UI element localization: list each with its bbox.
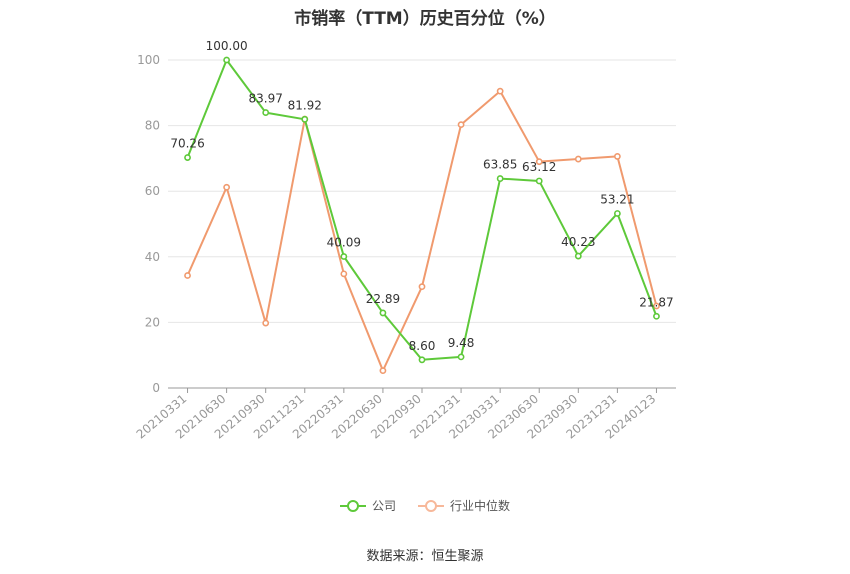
data-label: 21.87 [639, 295, 673, 309]
y-tick-label: 100 [137, 53, 160, 67]
data-labels: 70.26 100.00 83.97 81.92 40.09 22.89 8.60 9.48 6… [170, 39, 673, 353]
data-point-industry-median [613, 153, 621, 160]
data-point-company [340, 253, 348, 260]
data-label: 8.60 [409, 339, 436, 353]
data-point-industry-median [574, 155, 582, 163]
y-tick-label: 80 [145, 119, 160, 133]
legend: 公司 行业中位数 [0, 497, 850, 514]
data-point-industry-median [418, 283, 426, 291]
data-point-company [496, 175, 504, 182]
data-point-industry-median [262, 319, 270, 327]
data-label: 40.09 [327, 236, 361, 250]
data-point-industry-median [379, 367, 387, 375]
data-point-industry-median [535, 158, 543, 166]
data-label: 22.89 [366, 292, 400, 306]
data-point-industry-median [223, 183, 231, 191]
data-point-company [574, 252, 582, 260]
data-point-company [262, 109, 270, 116]
series-layer [184, 56, 660, 375]
data-label: 40.23 [561, 235, 595, 249]
data-label: 100.00 [206, 39, 248, 53]
data-label: 63.12 [522, 160, 556, 174]
grid-lines [168, 59, 676, 323]
legend-item-industry-median[interactable]: 行业中位数 [418, 497, 510, 514]
data-point-company [457, 353, 465, 361]
y-tick-label: 60 [145, 184, 160, 198]
y-axis: 0 20 40 60 80 100 [137, 53, 160, 395]
legend-swatch-industry-median [418, 499, 444, 513]
y-tick-label: 20 [145, 315, 160, 329]
chart-title: 市销率（TTM）历史百分位（%） [294, 9, 556, 29]
data-label: 53.21 [600, 192, 634, 206]
y-tick-label: 0 [152, 381, 160, 395]
data-point-industry-median [496, 87, 504, 95]
data-label: 9.48 [448, 336, 475, 350]
data-label: 63.85 [483, 158, 517, 172]
data-point-industry-median [340, 270, 348, 278]
data-label: 81.92 [288, 98, 322, 112]
data-point-industry-median [457, 121, 465, 129]
data-source: 数据来源：恒生聚源 [366, 549, 484, 564]
data-label: 83.97 [249, 92, 283, 106]
data-point-company [613, 210, 621, 217]
data-point-company [184, 154, 191, 161]
series-line-industry-median [186, 90, 658, 372]
data-point-company [223, 56, 231, 64]
data-point-company [535, 177, 543, 185]
data-point-industry-median [653, 302, 660, 310]
legend-swatch-company [339, 499, 366, 513]
data-point-company [301, 115, 309, 123]
data-label: 70.26 [170, 137, 204, 151]
y-tick-label: 40 [145, 250, 160, 264]
data-point-company [653, 312, 660, 320]
data-point-industry-median [184, 272, 191, 279]
legend-label-industry-median: 行业中位数 [450, 499, 511, 513]
legend-item-company[interactable]: 公司 [339, 497, 396, 514]
legend-label-company: 公司 [371, 499, 396, 513]
data-point-company [379, 309, 387, 317]
x-axis: 2021033120210630202109302021123120220331… [134, 387, 676, 442]
data-point-company [418, 356, 426, 364]
line-chart: 0 20 40 60 80 100 202103312021063020210930202… [134, 39, 676, 442]
